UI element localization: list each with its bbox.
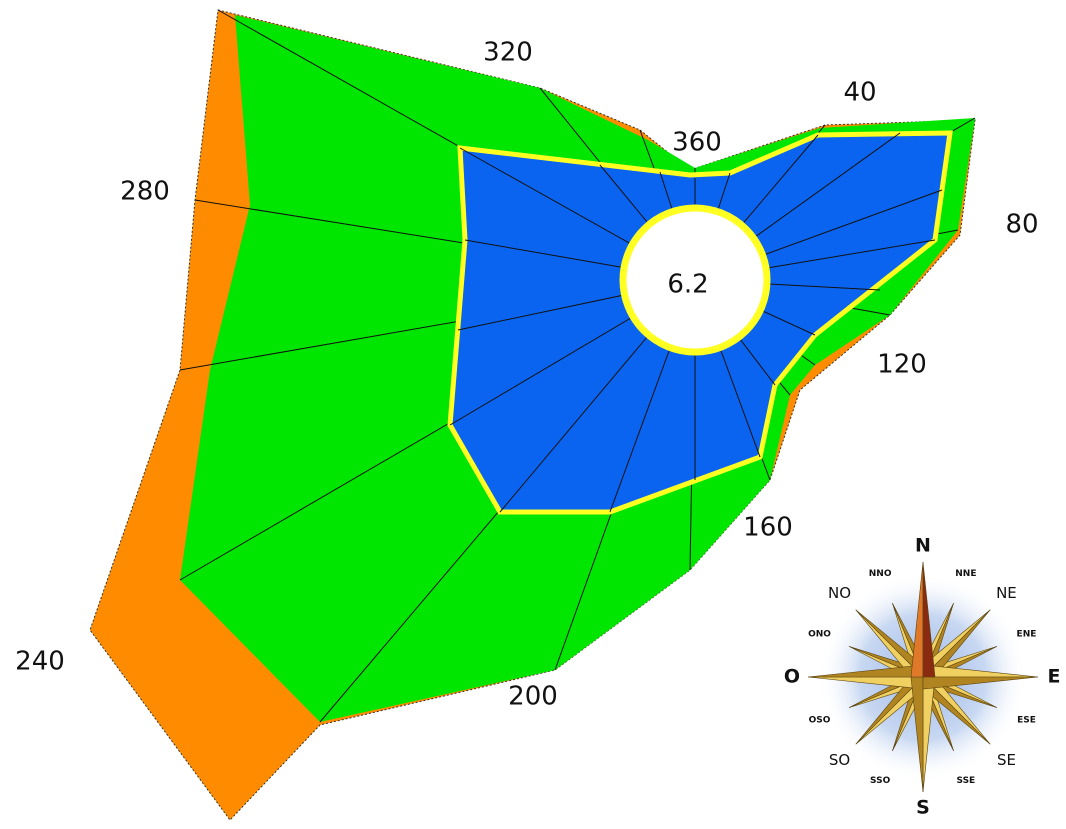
compass-label: E bbox=[1048, 666, 1061, 688]
bearing-label: 200 bbox=[508, 682, 558, 712]
compass-label: OSO bbox=[809, 715, 831, 725]
compass-label: SO bbox=[829, 751, 850, 769]
compass-label: O bbox=[784, 666, 800, 688]
bearing-label: 80 bbox=[1005, 210, 1038, 240]
bearing-label: 360 bbox=[672, 128, 722, 158]
compass-label: ENE bbox=[1017, 630, 1037, 640]
compass-label: NE bbox=[996, 584, 1017, 602]
bearing-label: 160 bbox=[743, 513, 793, 543]
compass-label: SSO bbox=[870, 776, 891, 786]
compass-label: N bbox=[915, 535, 931, 557]
compass-label: NNE bbox=[955, 569, 976, 579]
bearing-label: 120 bbox=[877, 350, 927, 380]
compass-rose: N NNE NE ENE E ESE SE SSE S SSO SO OSO O ONO NO NNO bbox=[784, 535, 1061, 819]
compass-label: ESE bbox=[1017, 715, 1036, 725]
bearing-labels: 360 40 80 120 160 200 240 280 320 bbox=[15, 38, 1038, 712]
compass-label: NNO bbox=[869, 569, 892, 579]
compass-spike bbox=[922, 676, 1039, 690]
center-circle bbox=[619, 204, 771, 356]
bearing-label: 280 bbox=[120, 177, 170, 207]
compass-spike bbox=[922, 561, 936, 678]
compass-label: NO bbox=[828, 584, 851, 602]
compass-label: SE bbox=[997, 751, 1016, 769]
center-label: 6.2 bbox=[667, 270, 708, 300]
compass-label: S bbox=[916, 797, 930, 819]
compass-label: ONO bbox=[808, 630, 831, 640]
compass-label: SSE bbox=[957, 776, 976, 786]
bearing-label: 240 bbox=[15, 647, 65, 677]
bearing-label: 320 bbox=[483, 38, 533, 68]
bearing-label: 40 bbox=[843, 78, 876, 108]
